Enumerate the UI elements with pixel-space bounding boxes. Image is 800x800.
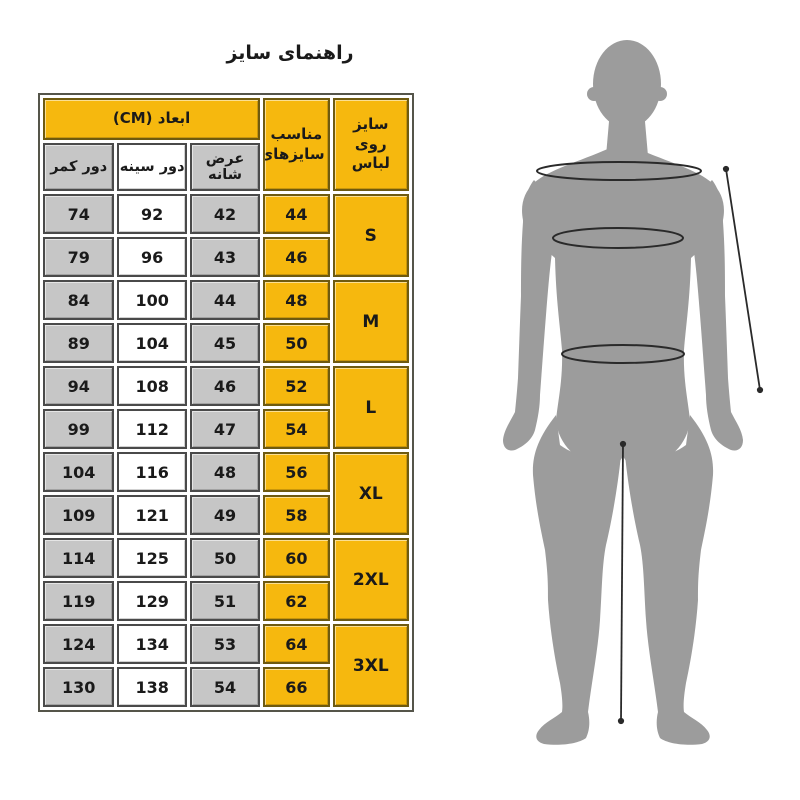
size-table-body: S 44 42 92 74 46 43 96 79 M 48 44 100 84 50 45 104 89 L 52 4…	[43, 194, 409, 707]
size-label-cell: L	[332, 366, 409, 449]
waist-cell: 119	[43, 581, 115, 621]
shoulder-cell: 49	[189, 495, 261, 535]
table-row: 62 51 129 119	[43, 581, 409, 621]
inseam-bottom-dot	[617, 717, 625, 725]
waist-cell: 124	[43, 624, 115, 664]
right-leg-shape	[623, 415, 714, 745]
waist-cell: 94	[43, 366, 115, 406]
shoulder-measure-ellipse	[536, 161, 702, 181]
sleeve-line-bottom-dot	[756, 386, 764, 394]
shoulder-cell: 53	[189, 624, 261, 664]
shoulder-cell: 42	[189, 194, 261, 234]
chest-cell: 108	[117, 366, 187, 406]
chest-cell: 112	[117, 409, 187, 449]
waist-cell: 109	[43, 495, 115, 535]
shoulder-cell: 43	[189, 237, 261, 277]
head-shape	[593, 40, 661, 128]
fit-size-cell: 44	[263, 194, 330, 234]
fit-size-cell: 66	[263, 667, 330, 707]
header-chest-circumference: دور سینه	[117, 143, 187, 191]
table-row: 2XL 60 50 125 114	[43, 538, 409, 621]
chest-cell: 121	[117, 495, 187, 535]
table-row: 58 49 121 109	[43, 495, 409, 535]
inseam-top-dot	[619, 440, 627, 448]
table-row: 50 45 104 89	[43, 323, 409, 363]
header-fits-sizes: مناسب سایزهای	[263, 98, 330, 191]
size-label-cell: XL	[332, 452, 409, 535]
header-dimensions-cm: ابعاد (CM)	[43, 98, 261, 140]
waist-cell: 114	[43, 538, 115, 578]
fit-size-cell: 48	[263, 280, 330, 320]
chest-cell: 96	[117, 237, 187, 277]
sleeve-measure-line	[725, 168, 761, 391]
waist-cell: 99	[43, 409, 115, 449]
waist-cell: 89	[43, 323, 115, 363]
left-leg-shape	[532, 415, 623, 745]
size-table: سایز روی لباس مناسب سایزهای ابعاد (CM) ع…	[40, 95, 412, 710]
size-label-cell: 2XL	[332, 538, 409, 621]
table-row: 54 47 112 99	[43, 409, 409, 449]
header-size-on-garment: سایز روی لباس	[332, 98, 409, 191]
header-row-2: عرض شانه دور سینه دور کمر	[43, 143, 409, 191]
waist-cell: 104	[43, 452, 115, 492]
left-ear-shape	[587, 87, 601, 101]
header-waist-circumference: دور کمر	[43, 143, 115, 191]
fit-size-cell: 60	[263, 538, 330, 578]
waist-cell: 130	[43, 667, 115, 707]
shoulder-cell: 51	[189, 581, 261, 621]
header-row-1: سایز روی لباس مناسب سایزهای ابعاد (CM)	[43, 98, 409, 191]
fit-size-cell: 56	[263, 452, 330, 492]
size-figure	[503, 40, 764, 745]
shoulder-cell: 44	[189, 280, 261, 320]
table-row: S 44 42 92 74	[43, 194, 409, 277]
body-silhouette	[503, 40, 743, 745]
waist-cell: 84	[43, 280, 115, 320]
table-row: L 52 46 108 94	[43, 366, 409, 449]
waist-cell: 79	[43, 237, 115, 277]
chest-cell: 116	[117, 452, 187, 492]
waist-cell: 74	[43, 194, 115, 234]
shoulder-cell: 45	[189, 323, 261, 363]
fit-size-cell: 62	[263, 581, 330, 621]
size-label-cell: M	[332, 280, 409, 363]
page-title: راهنمای سایز	[226, 42, 354, 64]
chest-cell: 134	[117, 624, 187, 664]
chest-cell: 129	[117, 581, 187, 621]
table-row: XL 56 48 116 104	[43, 452, 409, 535]
right-ear-shape	[653, 87, 667, 101]
chest-cell: 138	[117, 667, 187, 707]
right-arm-shape	[692, 180, 743, 451]
chest-cell: 100	[117, 280, 187, 320]
size-label-cell: S	[332, 194, 409, 277]
measurement-marks	[536, 161, 764, 725]
table-row: M 48 44 100 84	[43, 280, 409, 363]
table-row: 66 54 138 130	[43, 667, 409, 707]
shoulder-cell: 46	[189, 366, 261, 406]
sleeve-line-top-dot	[722, 165, 730, 173]
torso-shape	[522, 148, 724, 469]
shoulder-cell: 50	[189, 538, 261, 578]
size-label-cell: 3XL	[332, 624, 409, 707]
waist-measure-ellipse	[561, 344, 685, 364]
shoulder-cell: 48	[189, 452, 261, 492]
fit-size-cell: 54	[263, 409, 330, 449]
shoulder-cell: 54	[189, 667, 261, 707]
table-row: 3XL 64 53 134 124	[43, 624, 409, 707]
inseam-measure-line	[620, 443, 624, 722]
chest-cell: 104	[117, 323, 187, 363]
fit-size-cell: 50	[263, 323, 330, 363]
header-shoulder-width: عرض شانه	[189, 143, 261, 191]
table-row: 46 43 96 79	[43, 237, 409, 277]
chest-cell: 125	[117, 538, 187, 578]
fit-size-cell: 64	[263, 624, 330, 664]
fit-size-cell: 46	[263, 237, 330, 277]
fit-size-cell: 52	[263, 366, 330, 406]
fit-size-cell: 58	[263, 495, 330, 535]
chest-measure-ellipse	[552, 227, 684, 249]
chest-cell: 92	[117, 194, 187, 234]
left-arm-shape	[503, 180, 554, 451]
shoulder-cell: 47	[189, 409, 261, 449]
size-table-frame: سایز روی لباس مناسب سایزهای ابعاد (CM) ع…	[38, 93, 414, 712]
